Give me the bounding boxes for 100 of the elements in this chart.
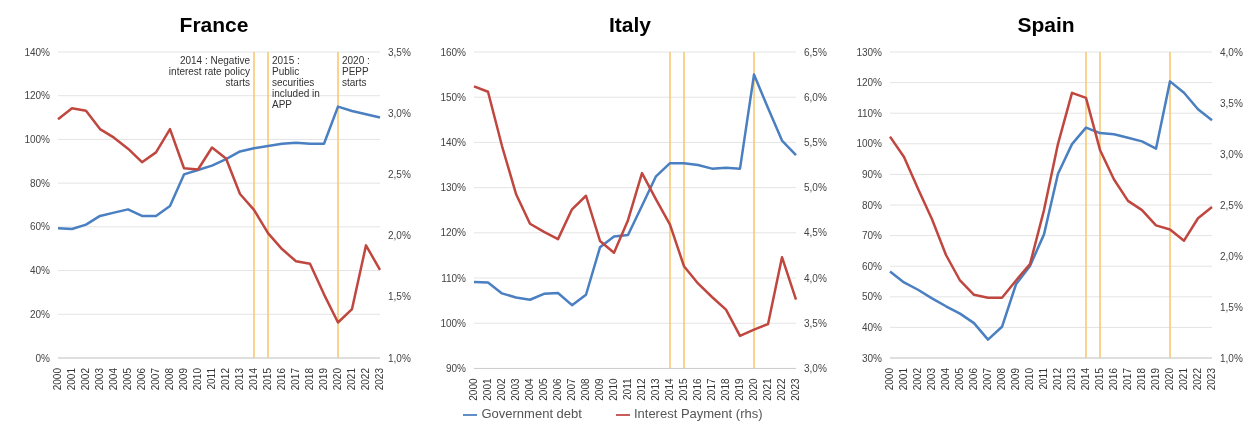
x-tick-label: 2011 — [206, 367, 218, 390]
x-tick-label: 2023 — [374, 367, 386, 391]
y2-tick-label: 2,0% — [388, 230, 411, 242]
y2-tick-label: 1,5% — [1220, 301, 1243, 313]
y-tick-label: 80% — [29, 177, 51, 189]
y2-tick-label: 2,5% — [388, 168, 411, 180]
x-tick-label: 2018 — [1136, 367, 1148, 391]
x-tick-label: 2023 — [1206, 367, 1218, 391]
y2-tick-label: 3,0% — [1220, 148, 1243, 160]
x-tick-label: 2002 — [80, 367, 92, 391]
y-tick-label: 60% — [29, 221, 51, 233]
x-tick-label: 2005 — [954, 367, 966, 391]
x-tick-label: 2018 — [720, 378, 732, 401]
y-tick-label: 100% — [24, 133, 51, 145]
y2-tick-label: 3,0% — [388, 107, 411, 119]
legend-label: Government debt — [481, 406, 582, 422]
x-tick-label: 2006 — [552, 378, 564, 401]
y-tick-label: 140% — [440, 136, 467, 148]
x-tick-label: 2020 — [332, 367, 344, 391]
y-tick-label: 70% — [861, 230, 883, 242]
line-series — [56, 107, 382, 324]
chart-title: France — [178, 12, 250, 38]
x-tick-label: 2016 — [692, 378, 704, 401]
x-tick-label: 2012 — [220, 367, 232, 391]
chart-title: Spain — [1016, 12, 1076, 38]
y-tick-label: 130% — [440, 182, 467, 194]
x-tick-label: 2021 — [346, 367, 358, 391]
y-tick-label: 120% — [856, 77, 883, 89]
x-tick-label: 2014 — [248, 367, 260, 391]
x-tick-label: 2005 — [538, 378, 550, 401]
y-tick-label: 160% — [440, 46, 467, 58]
x-tick-label: 2022 — [360, 367, 372, 391]
y-tick-label: 110% — [441, 272, 467, 284]
x-tick-label: 2020 — [748, 378, 760, 401]
x-tick-label: 2008 — [164, 367, 176, 391]
y2-tick-label: 6,5% — [804, 46, 827, 58]
x-tick-label: 2011 — [1038, 367, 1050, 390]
x-tick-label: 2010 — [608, 378, 620, 401]
y2-tick-label: 2,5% — [1220, 199, 1243, 211]
y-tick-label: 140% — [24, 46, 51, 58]
y2-tick-label: 5,5% — [804, 136, 827, 148]
y2-tick-label: 1,0% — [1220, 352, 1243, 364]
x-tick-label: 2011 — [622, 378, 634, 400]
y-tick-label: 40% — [861, 321, 883, 333]
y2-tick-label: 5,0% — [804, 182, 827, 194]
x-tick-label: 2014 — [1080, 367, 1092, 391]
y2-tick-label: 3,5% — [388, 46, 411, 58]
legend-label: Interest Payment (rhs) — [633, 406, 763, 422]
x-tick-label: 2002 — [496, 378, 508, 401]
y2-tick-label: 3,5% — [804, 317, 827, 329]
y-tick-label: 30% — [861, 352, 883, 364]
x-tick-label: 2015 — [262, 367, 274, 391]
x-tick-label: 2008 — [996, 367, 1008, 391]
y-tick-label: 90% — [445, 362, 467, 374]
x-tick-label: 2001 — [66, 367, 78, 391]
line-series — [472, 73, 798, 307]
x-tick-label: 2003 — [926, 367, 938, 391]
x-tick-label: 2015 — [1094, 367, 1106, 391]
x-tick-label: 2000 — [52, 367, 64, 391]
y-tick-label: 120% — [24, 90, 51, 102]
y2-tick-label: 1,0% — [388, 352, 411, 364]
x-tick-label: 2023 — [790, 378, 802, 401]
x-tick-label: 2002 — [912, 367, 924, 391]
x-tick-label: 2017 — [290, 367, 302, 391]
x-tick-label: 2021 — [762, 378, 774, 401]
x-tick-label: 2010 — [192, 367, 204, 391]
x-tick-label: 2009 — [1010, 367, 1022, 391]
x-tick-label: 2022 — [1192, 367, 1204, 391]
x-tick-label: 2009 — [594, 378, 606, 401]
y-tick-label: 90% — [861, 168, 883, 180]
x-tick-label: 2013 — [650, 378, 662, 401]
x-tick-label: 2020 — [1164, 367, 1176, 391]
x-tick-label: 2007 — [150, 367, 162, 391]
y-tick-label: 100% — [856, 138, 883, 150]
x-tick-label: 2006 — [968, 367, 980, 391]
y2-tick-label: 3,0% — [804, 362, 827, 374]
x-tick-label: 2015 — [678, 378, 690, 401]
x-tick-label: 2021 — [1178, 367, 1190, 391]
line-series — [888, 80, 1214, 341]
y-tick-label: 120% — [440, 227, 467, 239]
y2-tick-label: 3,5% — [1220, 97, 1243, 109]
line-series — [472, 85, 798, 338]
ref-line-label: 2014 : Negative interest rate policy starts — [168, 55, 251, 88]
x-tick-label: 2003 — [94, 367, 106, 391]
x-tick-label: 2019 — [318, 367, 330, 391]
y-tick-label: 130% — [856, 46, 883, 58]
x-tick-label: 2008 — [580, 378, 592, 401]
y2-tick-label: 4,5% — [804, 227, 827, 239]
x-tick-label: 2004 — [108, 367, 120, 391]
x-tick-label: 2016 — [276, 367, 288, 391]
y-tick-label: 150% — [440, 91, 467, 103]
y2-tick-label: 4,0% — [804, 272, 827, 284]
y-tick-label: 100% — [440, 317, 467, 329]
chart-title: Italy — [608, 12, 652, 38]
x-tick-label: 2007 — [566, 378, 578, 401]
x-tick-label: 2022 — [776, 378, 788, 401]
x-tick-label: 2007 — [982, 367, 994, 391]
x-tick-label: 2005 — [122, 367, 134, 391]
x-tick-label: 2016 — [1108, 367, 1120, 391]
line-series — [888, 91, 1214, 300]
